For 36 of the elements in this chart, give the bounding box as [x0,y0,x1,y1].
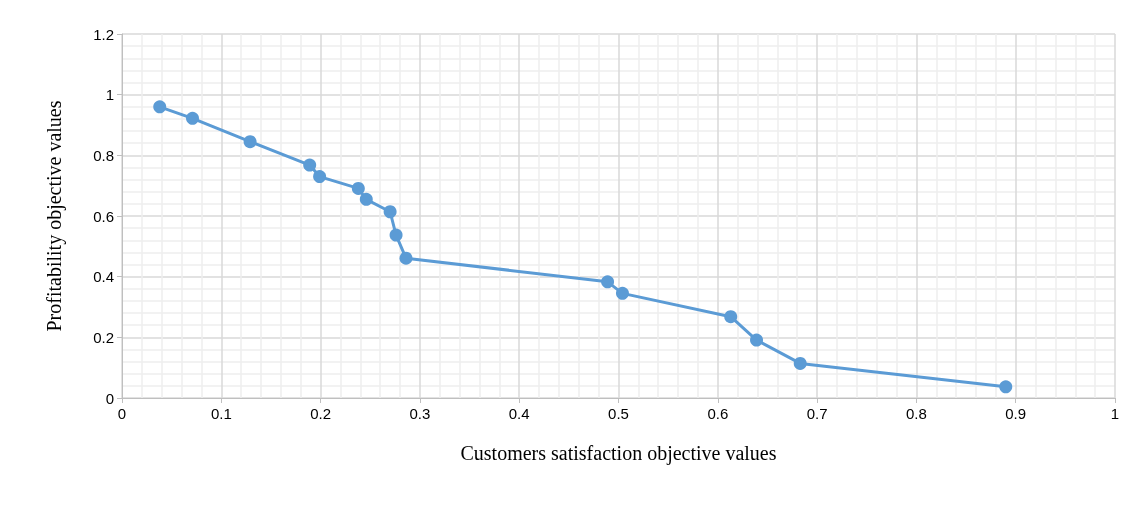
x-tick-label: 0.3 [409,405,431,422]
y-axis-title: Profitability objective values [43,100,66,332]
point [351,181,365,195]
point [303,158,317,172]
x-tick-label: 0 [117,405,127,422]
x-axis-title: Customers satisfaction objective values [460,442,777,465]
y-tick-label: 0.4 [93,268,114,286]
point [615,286,629,300]
x-tick-label: 0.2 [310,405,332,422]
point [389,228,403,242]
y-tick-label: 0.8 [93,146,114,164]
x-tick-label: 0.8 [905,405,927,422]
x-tick-label: 0.5 [608,405,629,422]
point [399,251,413,265]
point [383,205,397,219]
point [724,310,738,324]
point [601,275,615,289]
point [359,192,373,206]
x-tick-label: 0.6 [707,405,729,422]
point [313,170,327,184]
point [750,333,764,347]
point [153,100,167,114]
y-tick-label: 0.2 [93,328,114,346]
x-tick-label: 0.1 [210,405,232,422]
x-tick-label: 1 [1110,405,1120,422]
point [999,380,1013,394]
x-tick-label: 0.7 [806,405,828,422]
y-tick-label: 0 [105,389,114,407]
x-tick-label: 0.9 [1005,405,1027,422]
point [186,111,199,125]
point [243,135,257,149]
x-tick-label: 0.4 [508,405,530,422]
y-tick-label: 1 [105,86,114,104]
point [793,356,807,370]
y-tick-label: 1.2 [93,25,114,43]
y-tick-label: 0.6 [93,207,114,225]
